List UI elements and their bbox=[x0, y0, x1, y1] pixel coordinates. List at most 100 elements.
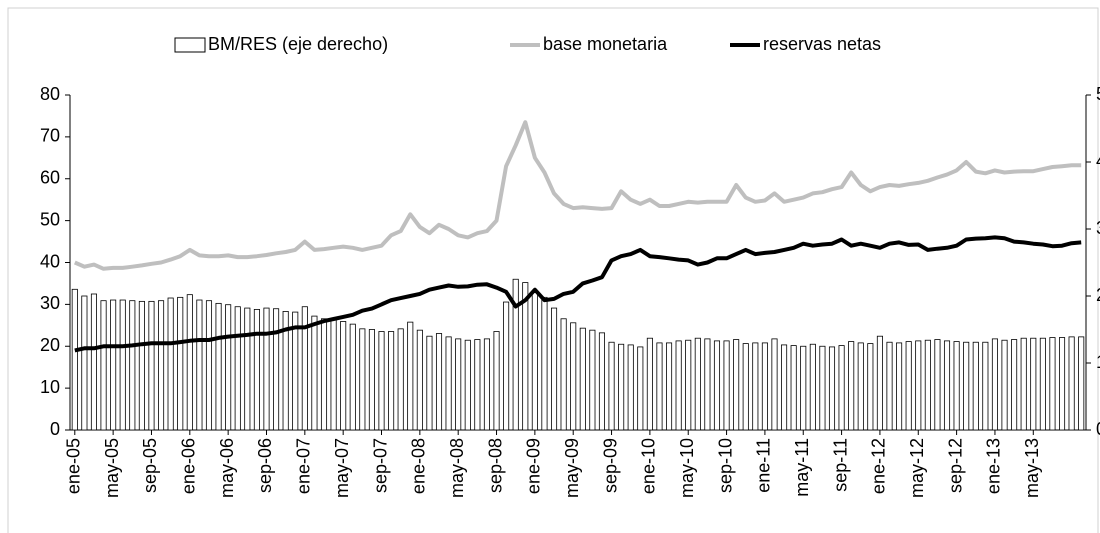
x-tick-label: may-06 bbox=[217, 438, 237, 498]
x-tick-label: may-11 bbox=[792, 438, 812, 497]
bar bbox=[388, 331, 395, 431]
x-tick-label: sep-11 bbox=[830, 438, 850, 492]
bar bbox=[368, 329, 375, 431]
bar bbox=[167, 297, 174, 431]
bar bbox=[301, 306, 308, 431]
bar bbox=[196, 299, 203, 431]
bar bbox=[896, 342, 903, 431]
bar bbox=[694, 337, 701, 431]
bar bbox=[656, 342, 663, 431]
bar bbox=[733, 339, 740, 431]
bar bbox=[915, 340, 922, 431]
bar bbox=[781, 344, 788, 431]
bar bbox=[848, 341, 855, 431]
x-tick-label: may-10 bbox=[677, 438, 697, 498]
y-tick-label: 20 bbox=[40, 335, 60, 355]
y2-tick-label: 1 bbox=[1096, 352, 1100, 372]
x-tick-label: sep-06 bbox=[255, 438, 275, 493]
bar bbox=[598, 332, 605, 431]
bar bbox=[435, 333, 443, 431]
bar bbox=[330, 319, 337, 431]
bar bbox=[273, 308, 280, 431]
bar bbox=[704, 338, 711, 431]
bar bbox=[982, 341, 989, 431]
bar bbox=[876, 335, 883, 431]
bar bbox=[905, 341, 912, 431]
bar bbox=[512, 278, 519, 431]
bar bbox=[560, 318, 567, 431]
x-tick-label: sep-08 bbox=[485, 438, 505, 493]
bar bbox=[618, 343, 625, 431]
bar bbox=[407, 321, 414, 431]
bar bbox=[138, 300, 145, 431]
bar bbox=[359, 328, 366, 431]
bar bbox=[867, 343, 874, 431]
bar bbox=[570, 322, 577, 431]
bar bbox=[455, 338, 462, 431]
bar bbox=[675, 340, 682, 431]
bar bbox=[972, 341, 979, 431]
bar bbox=[1020, 337, 1027, 431]
bar bbox=[723, 340, 730, 431]
x-tick-label: may-08 bbox=[447, 438, 467, 498]
bar bbox=[90, 293, 97, 431]
bar bbox=[225, 304, 232, 431]
bar bbox=[263, 307, 270, 431]
bar bbox=[177, 296, 184, 431]
x-tick-label: ene-06 bbox=[179, 438, 199, 494]
y-tick-label: 80 bbox=[40, 84, 60, 104]
line bbox=[74, 235, 1082, 353]
x-tick-label: ene-09 bbox=[524, 438, 544, 494]
legend-swatch bbox=[174, 37, 206, 53]
bar bbox=[857, 342, 864, 431]
bar bbox=[493, 331, 500, 431]
bar bbox=[81, 295, 88, 431]
bar bbox=[311, 315, 318, 431]
x-tick-label: ene-11 bbox=[754, 438, 774, 493]
bar bbox=[800, 345, 807, 431]
bar bbox=[1030, 337, 1037, 431]
bar bbox=[445, 336, 452, 431]
bar bbox=[531, 291, 538, 431]
bar bbox=[761, 342, 768, 431]
y-tick-label: 50 bbox=[40, 209, 60, 229]
bar bbox=[129, 300, 136, 431]
bar bbox=[790, 345, 797, 431]
bar bbox=[551, 307, 558, 431]
bar bbox=[1059, 337, 1066, 431]
bar bbox=[771, 338, 778, 431]
line bbox=[73, 120, 1082, 271]
bar bbox=[205, 300, 213, 431]
bar bbox=[1078, 336, 1085, 431]
bar bbox=[1039, 337, 1046, 431]
bar bbox=[742, 343, 749, 431]
bar bbox=[244, 307, 251, 431]
bar bbox=[934, 339, 941, 431]
x-tick-label: may-12 bbox=[907, 438, 927, 498]
y2-tick-label: 0 bbox=[1096, 419, 1100, 439]
x-tick-label: may-07 bbox=[332, 438, 352, 498]
bar bbox=[503, 301, 510, 431]
bar bbox=[215, 302, 222, 431]
bar bbox=[1068, 336, 1075, 431]
bar bbox=[541, 296, 548, 431]
bar bbox=[474, 339, 481, 431]
x-tick-label: ene-05 bbox=[64, 438, 84, 494]
y2-tick-label: 5 bbox=[1096, 84, 1100, 104]
bar bbox=[416, 329, 423, 431]
bar bbox=[148, 300, 155, 431]
x-tick-label: ene-08 bbox=[409, 438, 429, 494]
x-tick-label: may-05 bbox=[102, 438, 122, 498]
bar bbox=[579, 327, 586, 431]
legend-label: BM/RES (eje derecho) bbox=[208, 34, 388, 54]
bar bbox=[828, 346, 836, 431]
bar bbox=[320, 318, 328, 431]
bar bbox=[234, 306, 241, 431]
bar bbox=[464, 339, 471, 431]
x-tick-label: may-13 bbox=[1022, 438, 1042, 498]
bar bbox=[819, 345, 826, 431]
bar bbox=[685, 339, 692, 431]
bar bbox=[110, 299, 117, 431]
chart-frame bbox=[7, 7, 1099, 533]
